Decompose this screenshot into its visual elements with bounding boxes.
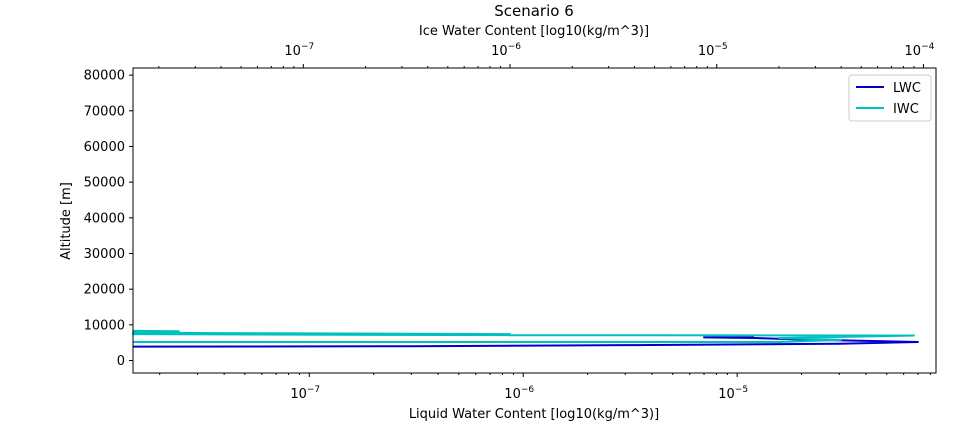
ticks-layer: 0 10000 20000 30000 40000 50000 60000 70000 8000… (84, 42, 935, 402)
y-tick-label: 50000 (84, 176, 125, 191)
top-axis-tick-label: 10−6 (491, 42, 521, 59)
y-tick-label: 60000 (84, 140, 125, 155)
tick-exponent: −4 (921, 42, 935, 52)
tick-exponent: −7 (307, 385, 320, 395)
tick-base: 10 (718, 387, 735, 402)
top-axis-tick-label: 10−5 (698, 42, 728, 59)
tick-base: 10 (284, 44, 301, 59)
tick-exponent: −5 (735, 385, 748, 395)
tick-base: 10 (491, 44, 508, 59)
tick-base: 10 (698, 44, 715, 59)
y-tick-label: 20000 (84, 283, 125, 298)
top-axis-label: Ice Water Content [log10(kg/m^3)] (419, 24, 649, 39)
x-tick-label: 10−6 (504, 385, 534, 402)
x-tick-label: 10−7 (290, 385, 320, 402)
y-tick-label: 40000 (84, 211, 125, 226)
tick-base: 10 (905, 44, 922, 59)
y-tick-label: 0 (117, 354, 125, 369)
tick-base: 10 (290, 387, 307, 402)
top-axis-tick-label: 10−7 (284, 42, 314, 59)
series-line-lwc (132, 336, 919, 348)
plot-frame (132, 67, 937, 374)
tick-base: 10 (504, 387, 521, 402)
tick-exponent: −5 (714, 42, 727, 52)
y-tick-label: 80000 (84, 69, 125, 84)
legend: LWC IWC (848, 74, 932, 122)
x-tick-label: 10−5 (718, 385, 748, 402)
series-layer (132, 329, 919, 348)
y-axis-label: Altitude [m] (59, 182, 74, 260)
y-tick-label: 30000 (84, 247, 125, 262)
tick-exponent: −7 (301, 42, 314, 52)
legend-label-iwc: IWC (893, 102, 919, 117)
legend-label-lwc: LWC (893, 81, 921, 96)
chart-title: Scenario 6 (494, 2, 574, 20)
top-axis-tick-label: 10−4 (905, 42, 935, 59)
y-tick-label: 10000 (84, 318, 125, 333)
y-tick-label: 70000 (84, 104, 125, 119)
tick-exponent: −6 (521, 385, 535, 395)
x-axis-label: Liquid Water Content [log10(kg/m^3)] (409, 407, 659, 422)
tick-exponent: −6 (508, 42, 522, 52)
